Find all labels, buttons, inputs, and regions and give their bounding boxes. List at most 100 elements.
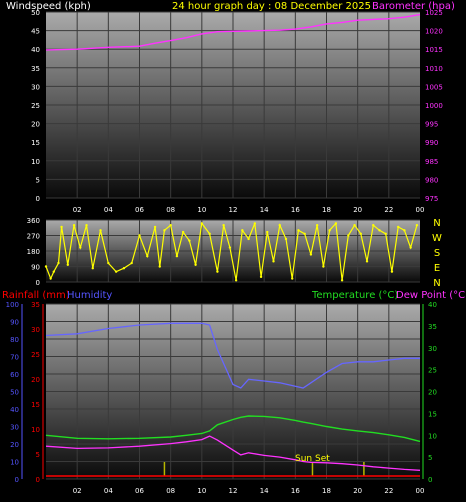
- humidity-tick-label: 50: [10, 389, 19, 397]
- wind-direction-point: [347, 234, 350, 237]
- wind-direction-point: [146, 254, 149, 258]
- time-tick-label: 12: [229, 487, 238, 495]
- wind-direction-point: [130, 261, 133, 265]
- wind-direction-point: [309, 253, 313, 256]
- rainfall-tick-label: 10: [31, 426, 40, 434]
- wind-direction-point: [44, 265, 48, 268]
- wind-direction-point: [79, 246, 82, 249]
- top-panel-x-axis: 02 04 06 08 10 12 14 16 18 20 22 00: [73, 206, 425, 214]
- wind-direction-points: [44, 221, 419, 282]
- humidity-line: [45, 322, 420, 389]
- wind-direction-tick-label: 0: [36, 279, 40, 287]
- barometer-label: Barometer (hpa): [372, 1, 455, 12]
- wind-direction-point: [241, 229, 244, 232]
- top-panel-left-axis: 0 5 10 15 20 25 30 35 40 45 50: [31, 9, 40, 203]
- time-tick-label: 00: [416, 487, 425, 495]
- wind-direction-point: [272, 260, 275, 263]
- windspeed-tick-label: 0: [36, 195, 40, 203]
- wind-direction-tick-label: 270: [27, 233, 40, 241]
- time-tick-label: 06: [135, 206, 144, 214]
- time-tick-label: 20: [353, 206, 362, 214]
- wind-direction-trace: [45, 221, 418, 281]
- wind-direction-point: [228, 246, 232, 249]
- humidity-tick-label: 90: [10, 319, 19, 327]
- compass-label: W: [432, 233, 442, 244]
- wind-direction-point: [390, 270, 394, 273]
- time-tick-label: 04: [104, 487, 113, 495]
- time-tick-label: 00: [416, 206, 425, 214]
- barometer-tick-label: 985: [425, 158, 438, 166]
- time-tick-label: 16: [291, 206, 300, 214]
- temperature-tick-label: 0: [428, 476, 432, 484]
- rainfall-tick-label: 30: [31, 326, 40, 334]
- time-tick-label: 04: [104, 206, 113, 214]
- windspeed-tick-label: 15: [31, 139, 40, 147]
- wind-direction-point: [200, 222, 204, 225]
- wind-direction-point: [322, 265, 325, 268]
- humidity-tick-label: 0: [15, 476, 19, 484]
- wind-direction-point: [365, 260, 369, 263]
- temperature-legend-label: Temperature (°C): [311, 290, 398, 301]
- rain-markers: [163, 462, 365, 476]
- time-tick-label: 02: [73, 487, 82, 495]
- humidity-legend-label: Humidity: [67, 290, 112, 301]
- top-panel-right-axis: 975 980 985 990 995 1000 1005 1010 1015 1020 1025: [425, 9, 443, 203]
- temperature-tick-label: 10: [428, 432, 437, 440]
- temperature-tick-label: 15: [428, 410, 437, 418]
- temperature-axis: 0 5 10 15 20 25 30 35 40: [422, 301, 437, 484]
- rainfall-tick-label: 0: [36, 476, 40, 484]
- rainfall-tick-label: 5: [36, 451, 40, 459]
- barometer-tick-label: 980: [425, 176, 438, 184]
- barometer-tick-label: 1020: [425, 28, 443, 36]
- wind-direction-point: [60, 225, 63, 229]
- wind-direction-point: [158, 265, 161, 268]
- wind-direction-point: [169, 223, 172, 227]
- windspeed-label: Windspeed (kph): [6, 1, 91, 12]
- dew-point-legend-label: Dew Point (°C): [396, 290, 466, 301]
- barometer-tick-label: 1010: [425, 65, 443, 73]
- wind-direction-point: [57, 261, 60, 265]
- temperature-tick-label: 30: [428, 345, 437, 353]
- temperature-tick-label: 5: [428, 454, 432, 462]
- dew-point-line: [45, 435, 421, 471]
- barometer-tick-label: 975: [425, 195, 438, 203]
- wind-direction-point: [328, 229, 331, 232]
- time-tick-label: 14: [260, 206, 269, 214]
- bottom-panel-grid: [46, 303, 420, 480]
- temperature-tick-label: 40: [428, 301, 437, 309]
- barometer-tick-label: 995: [425, 121, 438, 129]
- humidity-axis: 0 10 20 30 40 50 60 70 80 90 100: [6, 301, 23, 484]
- barometer-tick-label: 1025: [425, 9, 443, 17]
- windspeed-tick-label: 40: [31, 46, 40, 54]
- wind-direction-point: [353, 223, 356, 227]
- time-tick-label: 22: [384, 487, 393, 495]
- wind-direction-point: [91, 267, 94, 270]
- wind-direction-point: [99, 229, 102, 232]
- humidity-tick-label: 40: [10, 406, 19, 414]
- wind-direction-point: [372, 223, 375, 227]
- wind-direction-point: [259, 275, 263, 279]
- wind-direction-point: [66, 263, 70, 266]
- humidity-tick-label: 100: [6, 301, 19, 309]
- middle-panel-left-axis: 0 90 180 270 360: [27, 217, 40, 287]
- wind-direction-point: [359, 232, 362, 235]
- rainfall-tick-label: 15: [31, 401, 40, 409]
- time-tick-label: 06: [135, 487, 144, 495]
- humidity-tick-label: 80: [10, 336, 19, 344]
- temperature-tick-label: 35: [428, 323, 437, 331]
- wind-direction-point: [52, 270, 55, 273]
- windspeed-tick-label: 35: [31, 65, 40, 73]
- rainfall-legend-label: Rainfall (mm): [2, 290, 70, 301]
- time-tick-label: 10: [197, 487, 206, 495]
- temperature-line: [45, 415, 421, 443]
- humidity-tick-label: 30: [10, 424, 19, 432]
- wind-direction-point: [85, 223, 88, 227]
- wind-direction-tick-label: 360: [27, 217, 40, 225]
- wind-direction-point: [284, 237, 288, 241]
- wind-direction-point: [175, 254, 179, 258]
- wind-direction-point: [253, 222, 257, 225]
- rainfall-tick-label: 35: [31, 301, 40, 309]
